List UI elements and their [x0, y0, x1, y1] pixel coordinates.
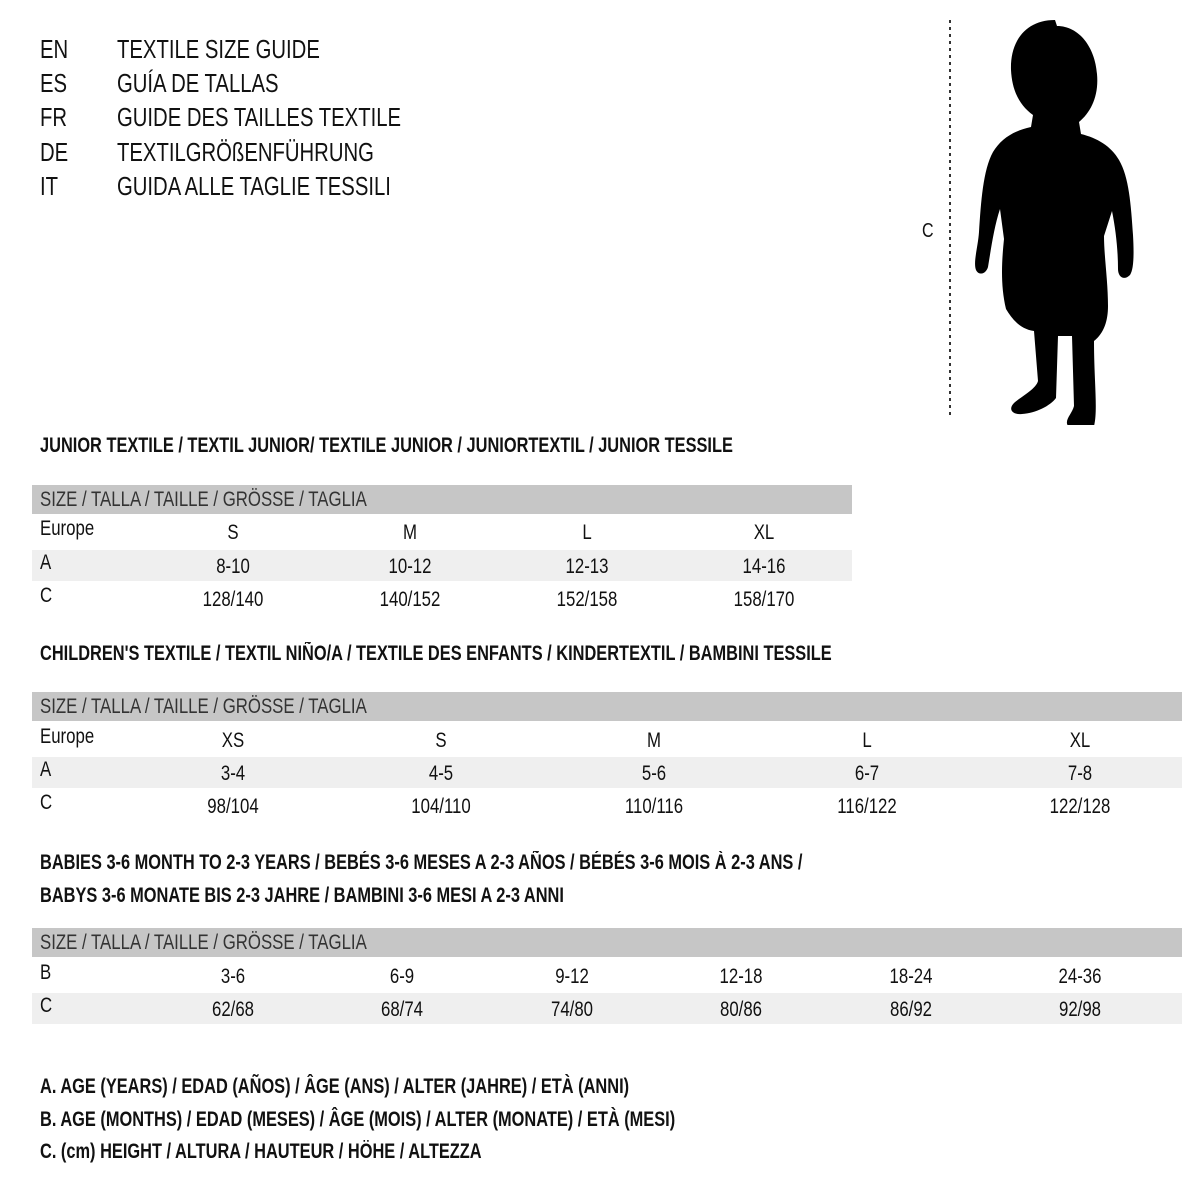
- table-header-bar: SIZE / TALLA / TAILLE / GRÖSSE / TAGLIA: [32, 692, 1182, 721]
- row-band: [32, 993, 1182, 1024]
- table-cell: 3-4: [220, 762, 246, 785]
- table-cell: 158/170: [733, 588, 795, 611]
- language-code: DE: [40, 137, 69, 167]
- table-heading: CHILDREN'S TEXTILE / TEXTIL NIÑO/A / TEX…: [40, 642, 832, 665]
- height-measure-label: C: [922, 220, 934, 242]
- row-label: B: [40, 961, 52, 984]
- table-cell: XL: [1069, 729, 1091, 752]
- table-cell: XS: [221, 729, 245, 752]
- row-label: A: [40, 758, 52, 781]
- table-cell: 6-9: [389, 965, 415, 988]
- child-silhouette-icon: [949, 20, 1134, 425]
- legend-item: B. AGE (MONTHS) / EDAD (MESES) / ÂGE (MO…: [40, 1108, 676, 1131]
- language-code: FR: [40, 102, 68, 132]
- row-label: Europe: [40, 725, 95, 748]
- table-cell: 128/140: [202, 588, 264, 611]
- table-header-bar: SIZE / TALLA / TAILLE / GRÖSSE / TAGLIA: [32, 485, 852, 514]
- table-cell: S: [227, 521, 239, 544]
- table-header-label: SIZE / TALLA / TAILLE / GRÖSSE / TAGLIA: [40, 695, 367, 718]
- table-cell: 140/152: [379, 588, 441, 611]
- row-label: C: [40, 994, 53, 1017]
- guide-title: TEXTILGRÖßENFÜHRUNG: [117, 137, 374, 167]
- table-cell: 9-12: [555, 965, 589, 988]
- table-heading: BABIES 3-6 MONTH TO 2-3 YEARS / BEBÉS 3-…: [40, 851, 803, 874]
- table-header-label: SIZE / TALLA / TAILLE / GRÖSSE / TAGLIA: [40, 488, 367, 511]
- row-label: A: [40, 551, 52, 574]
- table-cell: L: [862, 729, 872, 752]
- table-heading: BABYS 3-6 MONATE BIS 2-3 JAHRE / BAMBINI…: [40, 884, 564, 907]
- row-label: C: [40, 584, 53, 607]
- table-cell: 92/98: [1058, 998, 1102, 1021]
- row-band: [32, 757, 1182, 788]
- table-cell: 7-8: [1067, 762, 1093, 785]
- table-cell: 110/116: [624, 795, 684, 818]
- table-header-bar: SIZE / TALLA / TAILLE / GRÖSSE / TAGLIA: [32, 928, 1182, 957]
- table-cell: 3-6: [220, 965, 246, 988]
- table-cell: 104/110: [411, 795, 471, 818]
- table-cell: 68/74: [380, 998, 424, 1021]
- table-cell: 86/92: [889, 998, 933, 1021]
- guide-title: GUIDA ALLE TAGLIE TESSILI: [117, 171, 391, 201]
- table-cell: 14-16: [742, 555, 786, 578]
- table-cell: 12-13: [565, 555, 609, 578]
- row-label: C: [40, 791, 53, 814]
- table-cell: 62/68: [211, 998, 255, 1021]
- table-cell: S: [435, 729, 447, 752]
- table-cell: 12-18: [719, 965, 763, 988]
- table-cell: 5-6: [641, 762, 667, 785]
- table-cell: 80/86: [719, 998, 763, 1021]
- table-cell: XL: [753, 521, 775, 544]
- table-heading: JUNIOR TEXTILE / TEXTIL JUNIOR/ TEXTILE …: [40, 434, 733, 457]
- guide-title: GUIDE DES TAILLES TEXTILE: [117, 102, 402, 132]
- table-cell: 8-10: [216, 555, 250, 578]
- guide-title: TEXTILE SIZE GUIDE: [117, 34, 320, 64]
- table-cell: 122/128: [1049, 795, 1111, 818]
- guide-title: GUÍA DE TALLAS: [117, 68, 279, 98]
- legend-item: C. (cm) HEIGHT / ALTURA / HAUTEUR / HÖHE…: [40, 1140, 482, 1163]
- legend-item: A. AGE (YEARS) / EDAD (AÑOS) / ÂGE (ANS)…: [40, 1075, 630, 1098]
- row-label: Europe: [40, 517, 95, 540]
- table-cell: 10-12: [388, 555, 432, 578]
- table-cell: L: [582, 521, 592, 544]
- table-cell: 74/80: [550, 998, 594, 1021]
- table-cell: 98/104: [207, 795, 259, 818]
- table-cell: 4-5: [428, 762, 454, 785]
- table-cell: 24-36: [1058, 965, 1102, 988]
- table-cell: 152/158: [556, 588, 618, 611]
- language-code: IT: [40, 171, 59, 201]
- table-cell: 116/122: [837, 795, 897, 818]
- table-cell: M: [647, 729, 661, 752]
- table-cell: 18-24: [889, 965, 933, 988]
- language-code: EN: [40, 34, 69, 64]
- table-cell: M: [403, 521, 417, 544]
- table-cell: 6-7: [854, 762, 880, 785]
- table-header-label: SIZE / TALLA / TAILLE / GRÖSSE / TAGLIA: [40, 931, 367, 954]
- language-code: ES: [40, 68, 68, 98]
- row-band: [32, 550, 852, 581]
